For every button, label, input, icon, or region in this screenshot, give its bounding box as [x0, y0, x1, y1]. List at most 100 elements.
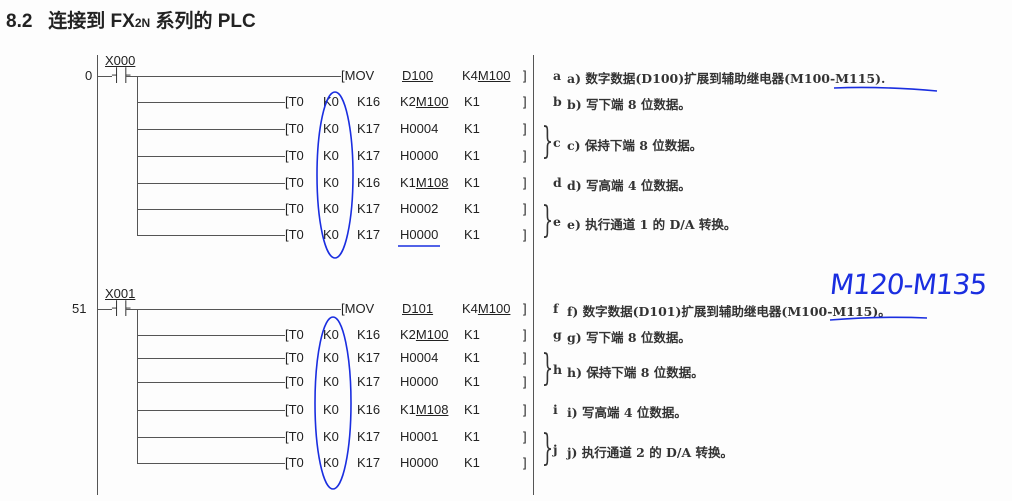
comment-text: j) 执行通道 2 的 D/A 转换。: [567, 445, 733, 460]
operand: K0: [323, 94, 339, 109]
instruction-end: ]: [523, 227, 527, 242]
operand: K16: [357, 327, 381, 342]
branch-wire: [137, 76, 138, 235]
operand: K17: [357, 374, 381, 389]
comment-tag: h: [553, 362, 563, 377]
comment-text: f) 数字数据(D101)扩展到辅助继电器(M100-M115)。: [567, 304, 891, 319]
comment-tag: j: [553, 442, 558, 457]
comment-text: e) 执行通道 1 的 D/A 转换。: [567, 217, 737, 232]
operand: K1: [464, 227, 480, 242]
instruction-op: [T0: [285, 429, 304, 444]
branch-wire: [137, 209, 285, 210]
operand: K0: [323, 175, 339, 190]
brace: }: [541, 200, 554, 241]
comment-tag: i: [553, 402, 558, 417]
instruction-op: [T0: [285, 121, 304, 136]
operand: K4M100: [462, 301, 511, 316]
comment-text: i) 写高端 4 位数据。: [567, 405, 687, 420]
branch-wire: [137, 156, 285, 157]
operand: K17: [357, 201, 381, 216]
operand: H0004: [400, 121, 439, 136]
operand: K1: [464, 148, 480, 163]
operand: K1: [464, 374, 480, 389]
operand: K16: [357, 175, 381, 190]
operand: K0: [323, 429, 339, 444]
pen-circle: [314, 316, 352, 490]
comment-tag: b: [553, 94, 562, 109]
instruction-op: [T0: [285, 175, 304, 190]
operand: H0001: [400, 429, 439, 444]
operand: H0000: [400, 227, 439, 242]
brace: }: [541, 428, 554, 469]
contact-symbol: ┤├: [112, 300, 131, 315]
operand: K0: [323, 327, 339, 342]
operand: K0: [323, 227, 339, 242]
pen-underline: [829, 316, 928, 321]
operand: K17: [357, 455, 381, 470]
instruction-end: ]: [523, 301, 527, 316]
pen-circle: [316, 91, 354, 259]
comment-text: a) 数字数据(D100)扩展到辅助继电器(M100-M115).: [567, 71, 886, 86]
step-number: 51: [72, 301, 87, 316]
instruction-end: ]: [523, 201, 527, 216]
comment-tag: f: [553, 301, 559, 316]
instruction-end: ]: [523, 94, 527, 109]
instruction-op: [T0: [285, 201, 304, 216]
branch-wire: [137, 309, 138, 463]
comment-text: c) 保持下端 8 位数据。: [567, 137, 703, 153]
brace: }: [541, 348, 554, 389]
branch-wire: [137, 463, 285, 464]
branch-wire: [137, 129, 285, 130]
operand: K16: [357, 402, 381, 417]
operand: D100: [402, 68, 434, 83]
operand: K16: [357, 94, 381, 109]
instruction-end: ]: [523, 148, 527, 163]
instruction-end: ]: [523, 374, 527, 389]
instruction-end: ]: [523, 429, 527, 444]
contact-label: X001: [105, 286, 136, 301]
operand: K1: [464, 175, 480, 190]
operand: H0002: [400, 201, 439, 216]
operand: K1M108: [400, 175, 449, 190]
operand: H0000: [400, 455, 439, 470]
operand: K0: [323, 148, 339, 163]
contact-symbol: ┤├: [112, 67, 131, 82]
branch-wire: [137, 102, 285, 103]
instruction-op: [T0: [285, 94, 304, 109]
right-power-rail: [533, 55, 534, 495]
operand: K0: [323, 121, 339, 136]
operand: K1: [464, 350, 480, 365]
operand: D101: [402, 301, 434, 316]
instruction-end: ]: [523, 68, 527, 83]
comment-text: h) 保持下端 8 位数据。: [567, 365, 704, 380]
operand: K2M100: [400, 327, 449, 342]
operand: K2M100: [400, 94, 449, 109]
operand: K17: [357, 429, 381, 444]
comment-tag: e: [553, 214, 561, 229]
operand: K0: [323, 455, 339, 470]
instruction-op: [T0: [285, 327, 304, 342]
operand: K1: [464, 402, 480, 417]
comment-text: g) 写下端 8 位数据。: [567, 330, 691, 345]
operand: K4M100: [462, 68, 511, 83]
operand: K1: [464, 429, 480, 444]
operand: H0000: [400, 374, 439, 389]
operand: K1: [464, 121, 480, 136]
instruction-op: [T0: [285, 350, 304, 365]
operand: K17: [357, 227, 381, 242]
operand: K17: [357, 148, 381, 163]
operand: H0000: [400, 148, 439, 163]
rung-wire: [97, 309, 112, 310]
step-number: 0: [85, 68, 93, 83]
operand: K0: [323, 374, 339, 389]
instruction-end: ]: [523, 327, 527, 342]
operand: K1M108: [400, 402, 449, 417]
instruction-end: ]: [523, 455, 527, 470]
comment-text: b) 写下端 8 位数据。: [567, 97, 691, 112]
section-title: 8.2 连接到 FX2N 系列的 PLC: [6, 11, 256, 32]
comment-tag: a: [553, 68, 562, 83]
instruction-op: [MOV: [341, 301, 375, 316]
operand: K1: [464, 327, 480, 342]
operand: K1: [464, 455, 480, 470]
